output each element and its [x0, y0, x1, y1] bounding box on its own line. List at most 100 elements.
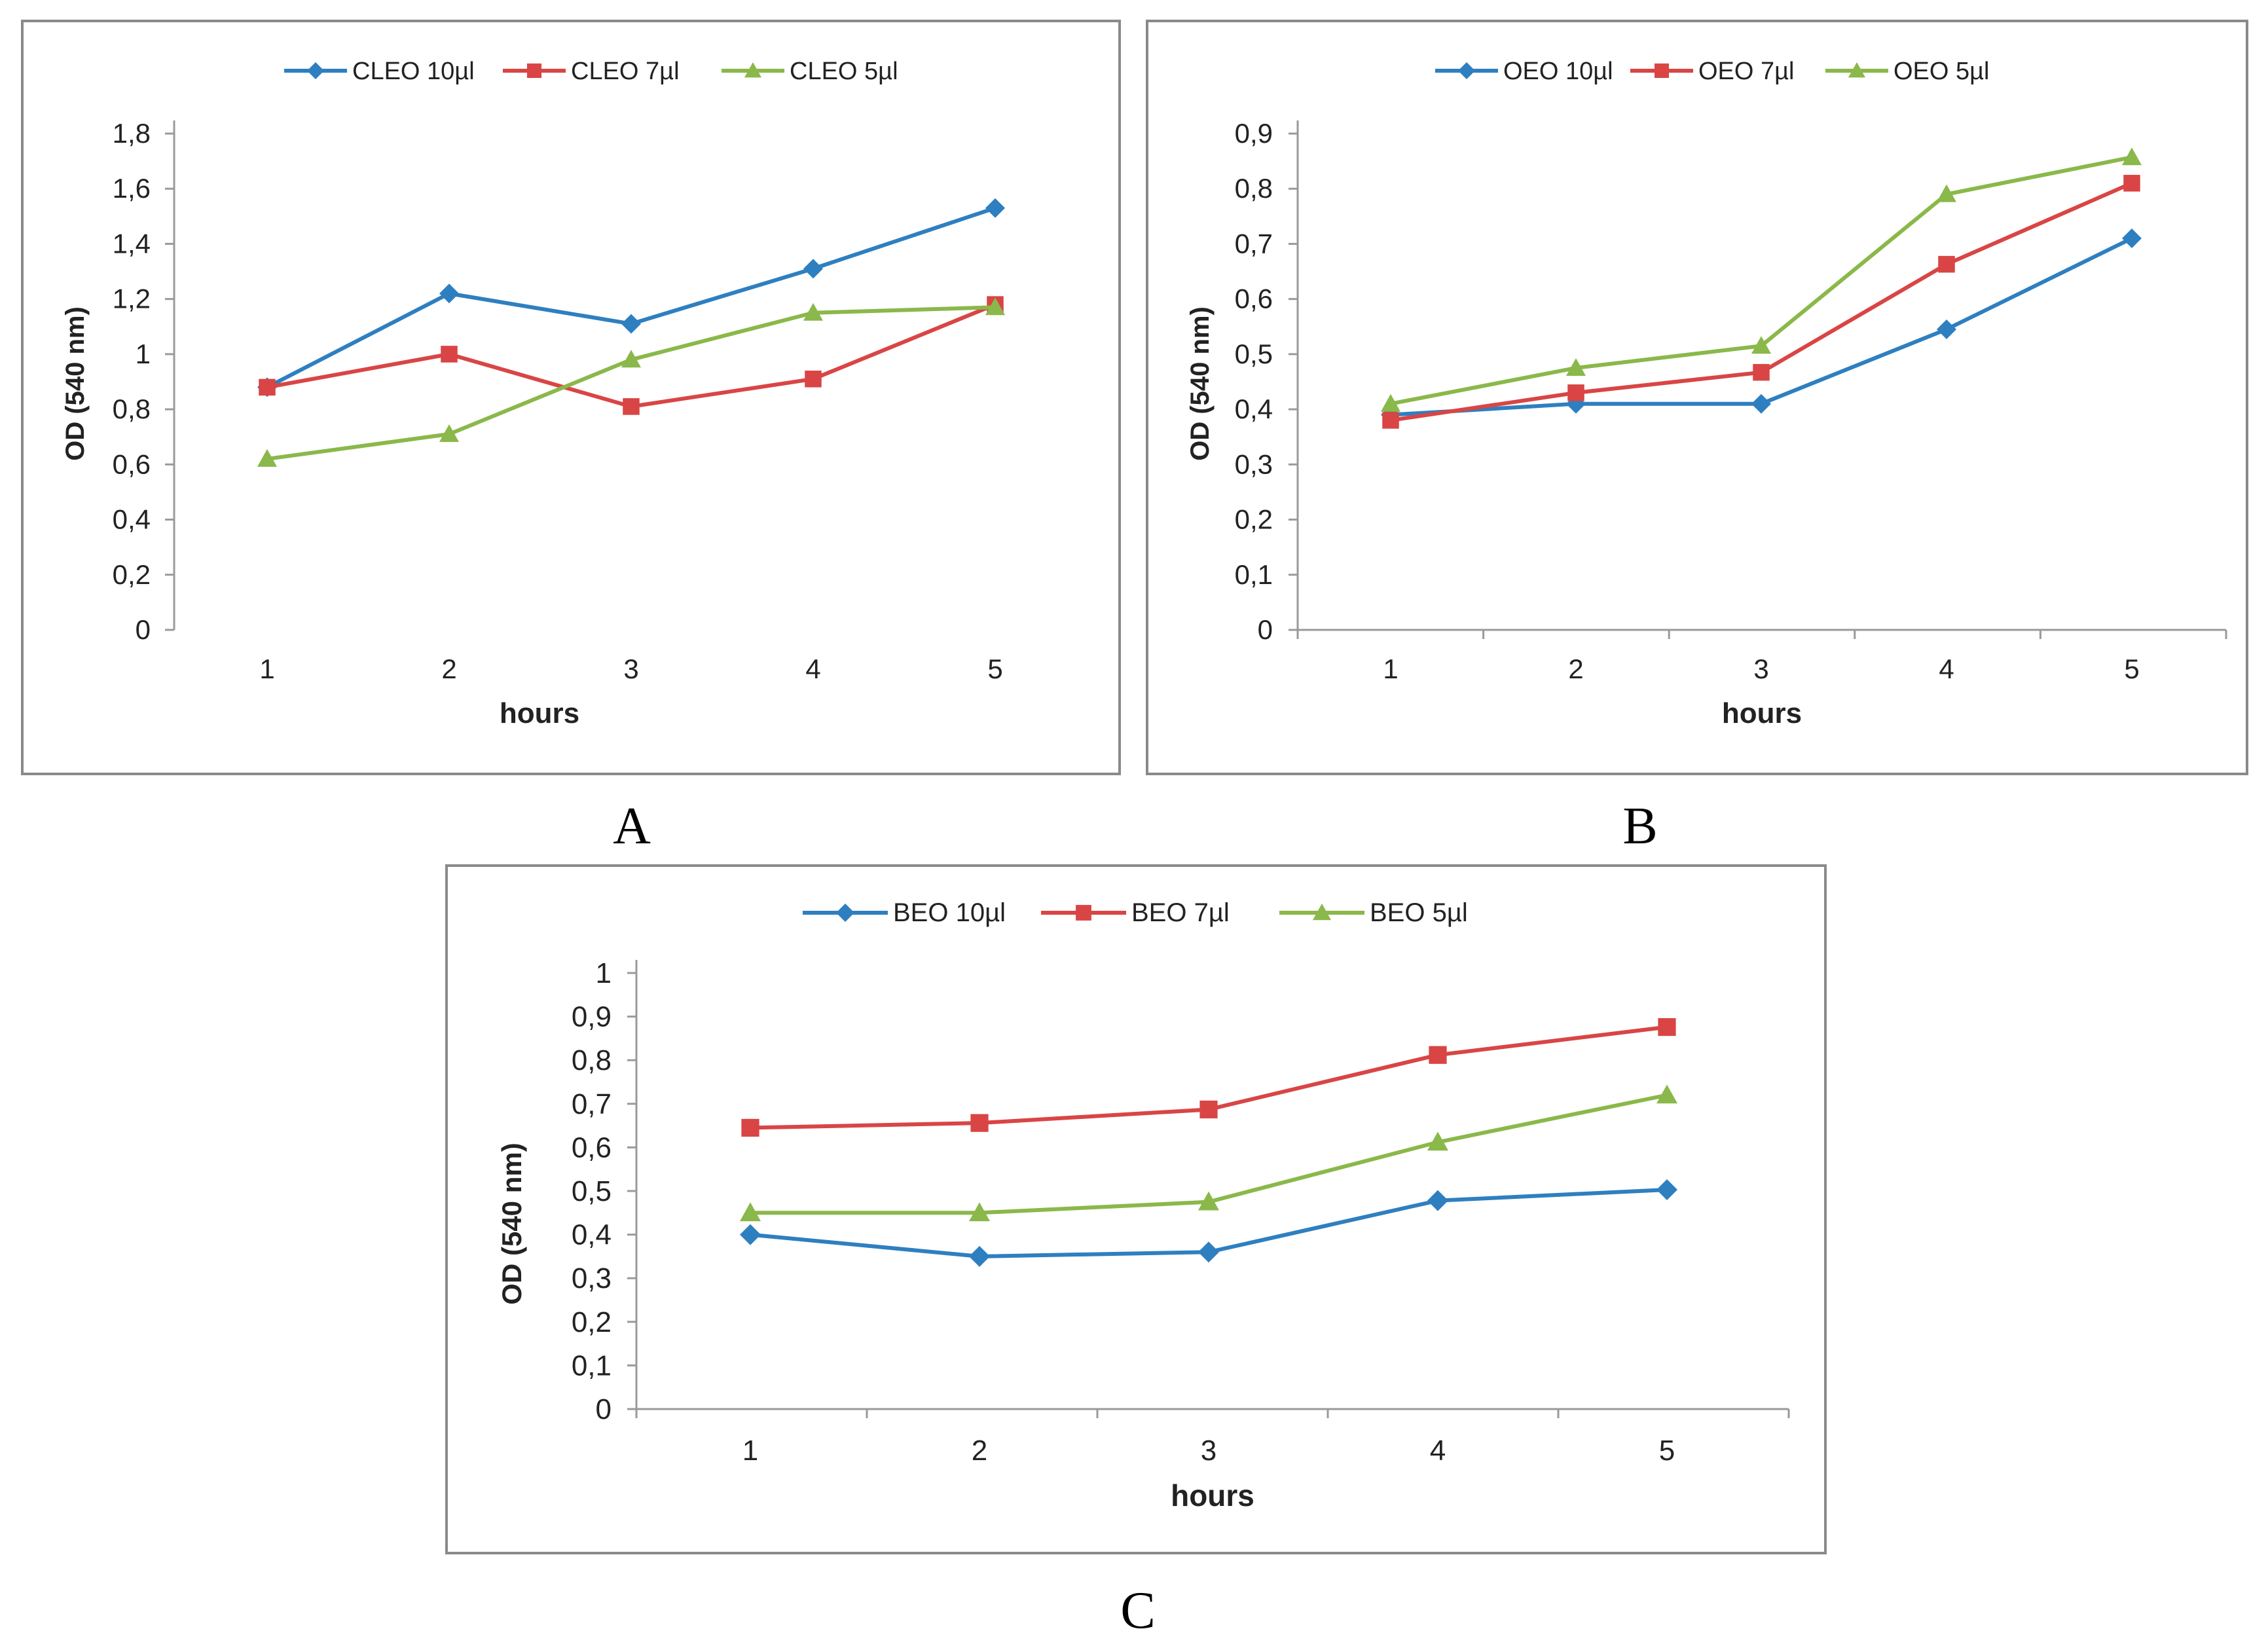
- legend-label: OEO 7µl: [1698, 58, 1795, 85]
- data-point: [2122, 147, 2142, 166]
- x-tick-label: 2: [972, 1435, 987, 1467]
- x-axis-title: hours: [500, 697, 579, 729]
- y-tick-label: 1: [596, 957, 612, 989]
- data-point: [1753, 363, 1770, 381]
- y-tick-label: 0,3: [572, 1262, 612, 1294]
- y-tick-label: 0,1: [1235, 559, 1273, 590]
- data-point: [1199, 1100, 1218, 1119]
- chart-panel-a: 0 0,2 0,4 0,6 0,8 1 1,2 1,4 1,6 1,8 1 2 3 4 5 hours OD (…: [21, 20, 1121, 775]
- data-point: [621, 350, 641, 368]
- legend-label: CLEO 7µl: [571, 58, 680, 85]
- legend-label: BEO 7µl: [1131, 898, 1230, 927]
- data-point: [803, 259, 823, 279]
- y-tick-label: 0,2: [572, 1306, 612, 1338]
- data-point: [740, 1202, 761, 1222]
- x-tick-label: 2: [1568, 653, 1583, 684]
- data-point: [969, 1202, 990, 1222]
- legend-marker: [1654, 63, 1670, 79]
- y-tick-label: 1,4: [113, 228, 151, 259]
- legend-marker: [1313, 904, 1331, 921]
- data-point: [1656, 1084, 1677, 1104]
- x-tick-label: 5: [1659, 1435, 1675, 1467]
- y-axis-title: OD (540 nm): [61, 306, 90, 461]
- x-tick-label: 3: [1753, 653, 1768, 684]
- panel-label-c: C: [1120, 1582, 1156, 1640]
- data-point: [1429, 1046, 1447, 1064]
- data-point: [1658, 1018, 1676, 1036]
- chart-panel-b: 0 0,1 0,2 0,3 0,4 0,5 0,6 0,7 0,8 0,9 1 2 3 4 5 hours OD…: [1146, 20, 2248, 775]
- data-point: [623, 398, 640, 415]
- data-point: [1382, 412, 1399, 429]
- legend-label: OEO 10µl: [1503, 58, 1613, 85]
- legend-label: CLEO 5µl: [790, 58, 898, 85]
- x-tick-label: 4: [1430, 1435, 1446, 1467]
- data-point: [1566, 358, 1586, 376]
- legend-marker: [307, 62, 324, 79]
- chart-c: 0 0,1 0,2 0,3 0,4 0,5 0,6 0,7 0,8 0,9 1 1 2 3 4 5 hours O…: [496, 898, 1790, 1512]
- data-point: [2123, 175, 2140, 192]
- data-point: [257, 449, 277, 467]
- legend-marker: [744, 62, 761, 78]
- y-tick-label: 0,9: [572, 1001, 612, 1033]
- y-tick-label: 0,8: [572, 1044, 612, 1076]
- y-tick-label: 0,6: [113, 449, 151, 479]
- x-tick-label: 2: [441, 653, 456, 684]
- x-tick-label: 5: [2124, 653, 2139, 684]
- y-tick-label: 0,5: [572, 1175, 612, 1207]
- y-tick-label: 0,4: [1235, 394, 1273, 424]
- x-axis-title: hours: [1722, 697, 1802, 729]
- data-point: [1198, 1191, 1219, 1211]
- y-tick-label: 0: [596, 1393, 612, 1425]
- data-point: [985, 198, 1005, 218]
- legend-marker: [526, 63, 542, 79]
- y-tick-label: 0: [136, 614, 151, 645]
- panel-label-b: B: [1622, 798, 1658, 855]
- y-tick-label: 1: [136, 339, 151, 369]
- data-point: [740, 1224, 761, 1245]
- y-tick-label: 0,8: [1235, 173, 1273, 204]
- data-point: [1656, 1179, 1677, 1201]
- chart-b: 0 0,1 0,2 0,3 0,4 0,5 0,6 0,7 0,8 0,9 1 2 3 4 5 hours OD…: [1186, 58, 2227, 729]
- y-tick-label: 0,5: [1235, 339, 1273, 369]
- series-line: [1390, 181, 2133, 422]
- legend-marker: [1848, 62, 1865, 78]
- data-point: [1751, 336, 1771, 354]
- x-tick-label: 1: [259, 653, 274, 684]
- y-tick-label: 0,3: [1235, 449, 1273, 479]
- x-tick-label: 4: [1939, 653, 1954, 684]
- data-point: [803, 302, 823, 321]
- x-tick-label: 3: [623, 653, 638, 684]
- data-point: [985, 297, 1005, 316]
- legend-label: OEO 5µl: [1893, 58, 1990, 85]
- legend-marker: [836, 904, 854, 922]
- data-point: [1427, 1131, 1448, 1151]
- legend-marker: [1458, 62, 1475, 79]
- panel-label-a: A: [613, 798, 651, 855]
- chart-a: 0 0,2 0,4 0,6 0,8 1 1,2 1,4 1,6 1,8 1 2 3 4 5 hours OD (…: [61, 58, 1005, 729]
- x-axis-title: hours: [1171, 1478, 1254, 1512]
- y-tick-label: 0,6: [572, 1131, 612, 1164]
- y-tick-label: 0,7: [1235, 228, 1273, 259]
- data-point: [1937, 319, 1956, 339]
- data-point: [439, 424, 459, 443]
- y-tick-label: 0,7: [572, 1088, 612, 1120]
- x-tick-label: 1: [1383, 653, 1398, 684]
- x-tick-label: 4: [805, 653, 820, 684]
- x-tick-label: 3: [1201, 1435, 1216, 1467]
- y-tick-label: 0,4: [113, 504, 151, 535]
- y-axis-title: OD (540 nm): [1186, 306, 1215, 461]
- y-tick-label: 0,2: [1235, 504, 1273, 535]
- y-tick-label: 1,2: [113, 284, 151, 314]
- y-axis-title: OD (540 nm): [496, 1143, 527, 1304]
- data-point: [439, 284, 459, 304]
- data-point: [1567, 384, 1584, 401]
- data-point: [1198, 1241, 1219, 1263]
- chart-panel-c: 0 0,1 0,2 0,3 0,4 0,5 0,6 0,7 0,8 0,9 1 1 2 3 4 5 hours O…: [445, 864, 1827, 1554]
- data-point: [1381, 394, 1400, 412]
- y-tick-label: 0,1: [572, 1349, 612, 1382]
- legend-label: BEO 10µl: [893, 898, 1006, 927]
- y-tick-label: 0,6: [1235, 284, 1273, 314]
- data-point: [741, 1118, 759, 1137]
- y-tick-label: 0,8: [113, 394, 151, 424]
- data-point: [441, 346, 458, 363]
